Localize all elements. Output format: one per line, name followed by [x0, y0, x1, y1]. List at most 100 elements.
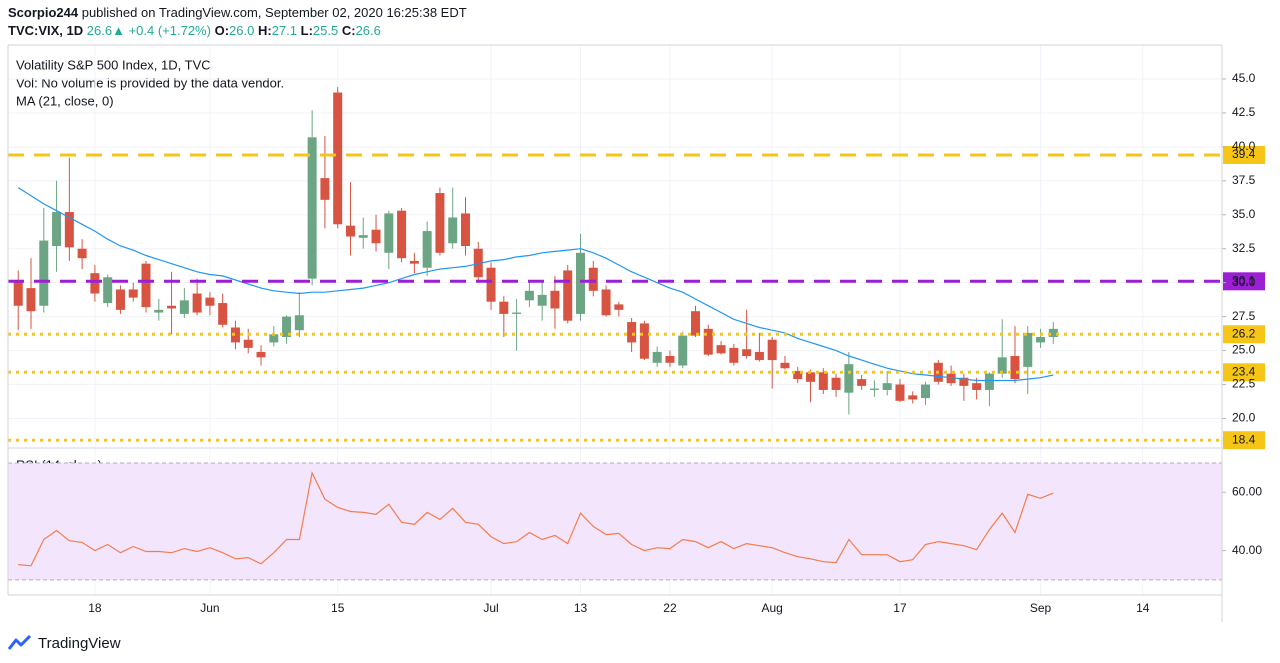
candle-body	[473, 248, 483, 278]
x-tick-label: Jul	[483, 601, 498, 615]
candle-body	[371, 229, 381, 244]
candle-body	[959, 377, 969, 386]
candle-body	[601, 289, 611, 316]
candle-body	[563, 270, 573, 321]
candle-body	[179, 300, 189, 314]
x-tick-label: 14	[1136, 601, 1150, 615]
candle-body	[409, 260, 419, 264]
candle-body	[218, 303, 228, 325]
ohlc-value: 25.5	[312, 23, 339, 38]
candle-body	[358, 235, 368, 238]
band-layer	[8, 462, 1222, 581]
level-label: 26.2	[1232, 326, 1256, 340]
level-label: 39.4	[1232, 147, 1256, 161]
candle-body	[115, 289, 125, 310]
candle-body	[921, 384, 931, 399]
candle-body	[1010, 356, 1020, 380]
x-tick-label: Sep	[1030, 601, 1052, 615]
symbol-line: TVC:VIX, 1D 26.6▲ +0.4 (+1.72%) O:26.0 H…	[8, 23, 381, 38]
y-tick-label: 40.00	[1232, 543, 1262, 557]
candle-body	[997, 357, 1007, 374]
author[interactable]: Scorpio244	[8, 5, 79, 20]
candle-body	[13, 279, 23, 306]
candle-body	[716, 345, 726, 354]
ma-line	[17, 187, 1054, 382]
level-label-box	[1223, 325, 1265, 344]
level-label: 18.4	[1232, 432, 1256, 446]
candle-body	[780, 362, 790, 369]
candle-body	[524, 290, 534, 301]
axis-layer: 18 Jun 15 Jul 13 22 Aug 17 Sep 14 20.0 22.5 25.0 27.5…	[7, 44, 1262, 622]
candle-body	[614, 304, 624, 310]
candle-body	[588, 267, 598, 291]
candle-body	[294, 315, 304, 331]
candle-body	[831, 377, 841, 390]
candle-body	[857, 379, 867, 386]
candle-body	[128, 289, 138, 298]
candle-body	[678, 335, 688, 366]
candle-body	[243, 339, 253, 348]
change: +0.4 (+1.72%)	[128, 23, 211, 38]
rsi-line	[18, 471, 1054, 567]
candle-body	[818, 372, 828, 390]
candle-body	[320, 178, 330, 200]
levels-layer: 39.4 30.1 26.2 23.4 18.4	[8, 146, 1265, 450]
candle-body	[550, 290, 560, 309]
ohlc-label: O:	[214, 23, 230, 38]
level-label-box	[1223, 146, 1265, 165]
ohlc-label: L:	[300, 23, 313, 38]
candle-body	[869, 388, 879, 390]
candle-body	[435, 193, 445, 253]
candle-body	[397, 210, 407, 259]
ohlc-value: 26.6	[355, 23, 381, 38]
candle-body	[52, 212, 62, 246]
candle-body	[384, 213, 394, 253]
y-tick-label: 45.0	[1232, 71, 1256, 85]
ohlc-label: C:	[341, 23, 356, 38]
candle-body	[167, 305, 177, 309]
level-label-box	[1223, 363, 1265, 382]
y-tick-label: 35.0	[1232, 207, 1256, 221]
last-price: 26.6	[86, 23, 113, 38]
footer[interactable]: TradingView	[8, 632, 121, 654]
candle-body	[26, 288, 36, 312]
y-tick-label: 40.0	[1232, 139, 1256, 153]
chart-title: Volatility S&P 500 Index, 1D, TVC	[16, 57, 211, 72]
candle-body	[882, 383, 892, 390]
candle-body	[154, 309, 164, 313]
candle-body	[984, 373, 994, 390]
candle-body	[1036, 336, 1046, 343]
candle-body	[806, 372, 816, 382]
x-tick-label: 17	[893, 601, 907, 615]
candle-body	[1048, 328, 1058, 337]
y-tick-label: 30.0	[1232, 275, 1256, 289]
candle-body	[256, 351, 266, 358]
x-tick-label: Aug	[762, 601, 783, 615]
candle-body	[844, 364, 854, 393]
candle-body	[282, 316, 292, 337]
candle-body	[333, 92, 343, 225]
candle-body	[639, 323, 649, 359]
candle-body	[205, 297, 215, 306]
ohlc-value: 27.1	[271, 23, 297, 38]
volume-note: Vol: No volume is provided by the data v…	[16, 75, 284, 90]
x-tick-label: 13	[574, 601, 588, 615]
candle-body	[627, 322, 637, 343]
candle-body	[512, 312, 522, 314]
candle-body	[230, 327, 240, 343]
ohlc-label: H:	[257, 23, 272, 38]
candle-body	[103, 277, 113, 304]
candle-body	[64, 212, 74, 248]
rsi-band	[8, 463, 1222, 580]
y-tick-label: 60.00	[1232, 484, 1262, 498]
candle-body	[767, 339, 777, 361]
candle-body	[972, 383, 982, 390]
published: published on TradingView.com, September …	[81, 5, 467, 20]
y-tick-label: 20.0	[1232, 411, 1256, 425]
candle-body	[460, 213, 470, 246]
candle-body	[192, 293, 202, 313]
candle-body	[895, 384, 905, 401]
x-tick-label: 15	[331, 601, 345, 615]
